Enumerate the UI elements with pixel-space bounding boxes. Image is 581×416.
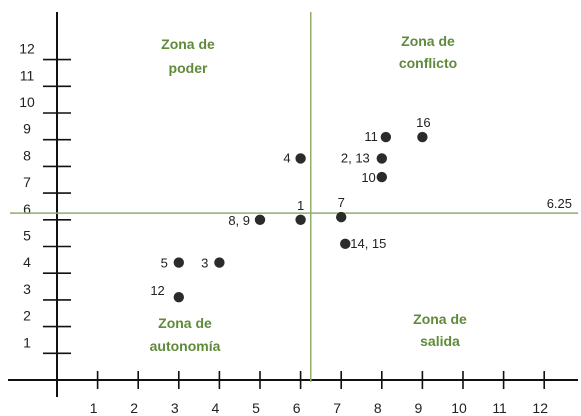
data-point-label: 4: [283, 150, 290, 165]
data-point-label: 8, 9: [228, 213, 250, 228]
x-tick-label: 12: [532, 400, 548, 416]
y-tick-label: 4: [23, 254, 31, 270]
data-point: [173, 292, 184, 303]
quadrant-label-bottom-left-line2: autonomía: [150, 338, 221, 354]
y-tick-label: 1: [23, 334, 31, 350]
x-tick-label: 7: [333, 400, 341, 416]
y-tick-label: 6: [23, 201, 31, 217]
y-tick-label: 2: [23, 308, 31, 324]
data-point-label: 11: [364, 129, 378, 144]
y-tick-label: 11: [20, 67, 35, 83]
quadrant-label-bottom-right-line1: Zona de: [413, 311, 467, 327]
data-point-label: 5: [161, 256, 168, 271]
x-tick-label: 9: [415, 400, 423, 416]
quadrant-label-top-right-line2: conflicto: [399, 55, 457, 71]
data-point-label: 1: [297, 198, 304, 213]
data-point: [295, 214, 306, 225]
data-point: [380, 131, 392, 143]
data-point-label: 16: [416, 115, 430, 130]
data-point: [376, 171, 387, 183]
y-tick-label: 7: [23, 174, 31, 190]
y-tick-label: 9: [23, 121, 31, 137]
y-tick-label: 10: [19, 94, 35, 110]
data-point: [417, 131, 428, 143]
data-point-label: 7: [338, 195, 345, 210]
data-point: [254, 214, 266, 225]
quadrant-label-top-right-line1: Zona de: [401, 33, 455, 49]
data-point-label: 2, 13: [341, 150, 370, 165]
y-tick-label: 8: [23, 147, 31, 163]
data-point: [295, 153, 306, 164]
x-tick-label: 3: [171, 400, 179, 416]
data-point-label: 14, 15: [350, 236, 386, 251]
threshold-label: 6.25: [547, 196, 572, 211]
x-tick-label: 5: [252, 400, 260, 416]
quadrant-label-top-left-line2: poder: [169, 60, 208, 76]
data-point: [336, 211, 347, 223]
quadrant-label-top-left-line1: Zona de: [161, 36, 215, 52]
x-tick-label: 11: [492, 400, 507, 416]
x-tick-label: 8: [374, 400, 382, 416]
data-point: [340, 238, 351, 250]
quadrant-label-bottom-right-line2: salida: [420, 333, 460, 349]
x-tick-label: 6: [293, 400, 301, 416]
x-tick-label: 1: [90, 400, 98, 416]
data-point: [376, 153, 387, 164]
quadrant-label-bottom-left-line1: Zona de: [158, 315, 212, 331]
x-tick-label: 10: [451, 400, 467, 416]
y-tick-label: 5: [23, 228, 31, 244]
y-tick-label: 3: [23, 281, 31, 297]
x-tick-label: 2: [130, 400, 138, 416]
data-point-label: 12: [150, 283, 164, 298]
data-point-label: 3: [201, 256, 208, 271]
y-tick-label: 12: [19, 41, 35, 57]
data-point: [214, 257, 225, 268]
x-tick-label: 4: [212, 400, 220, 416]
data-point: [173, 257, 184, 268]
data-point-label: 10: [361, 170, 375, 185]
